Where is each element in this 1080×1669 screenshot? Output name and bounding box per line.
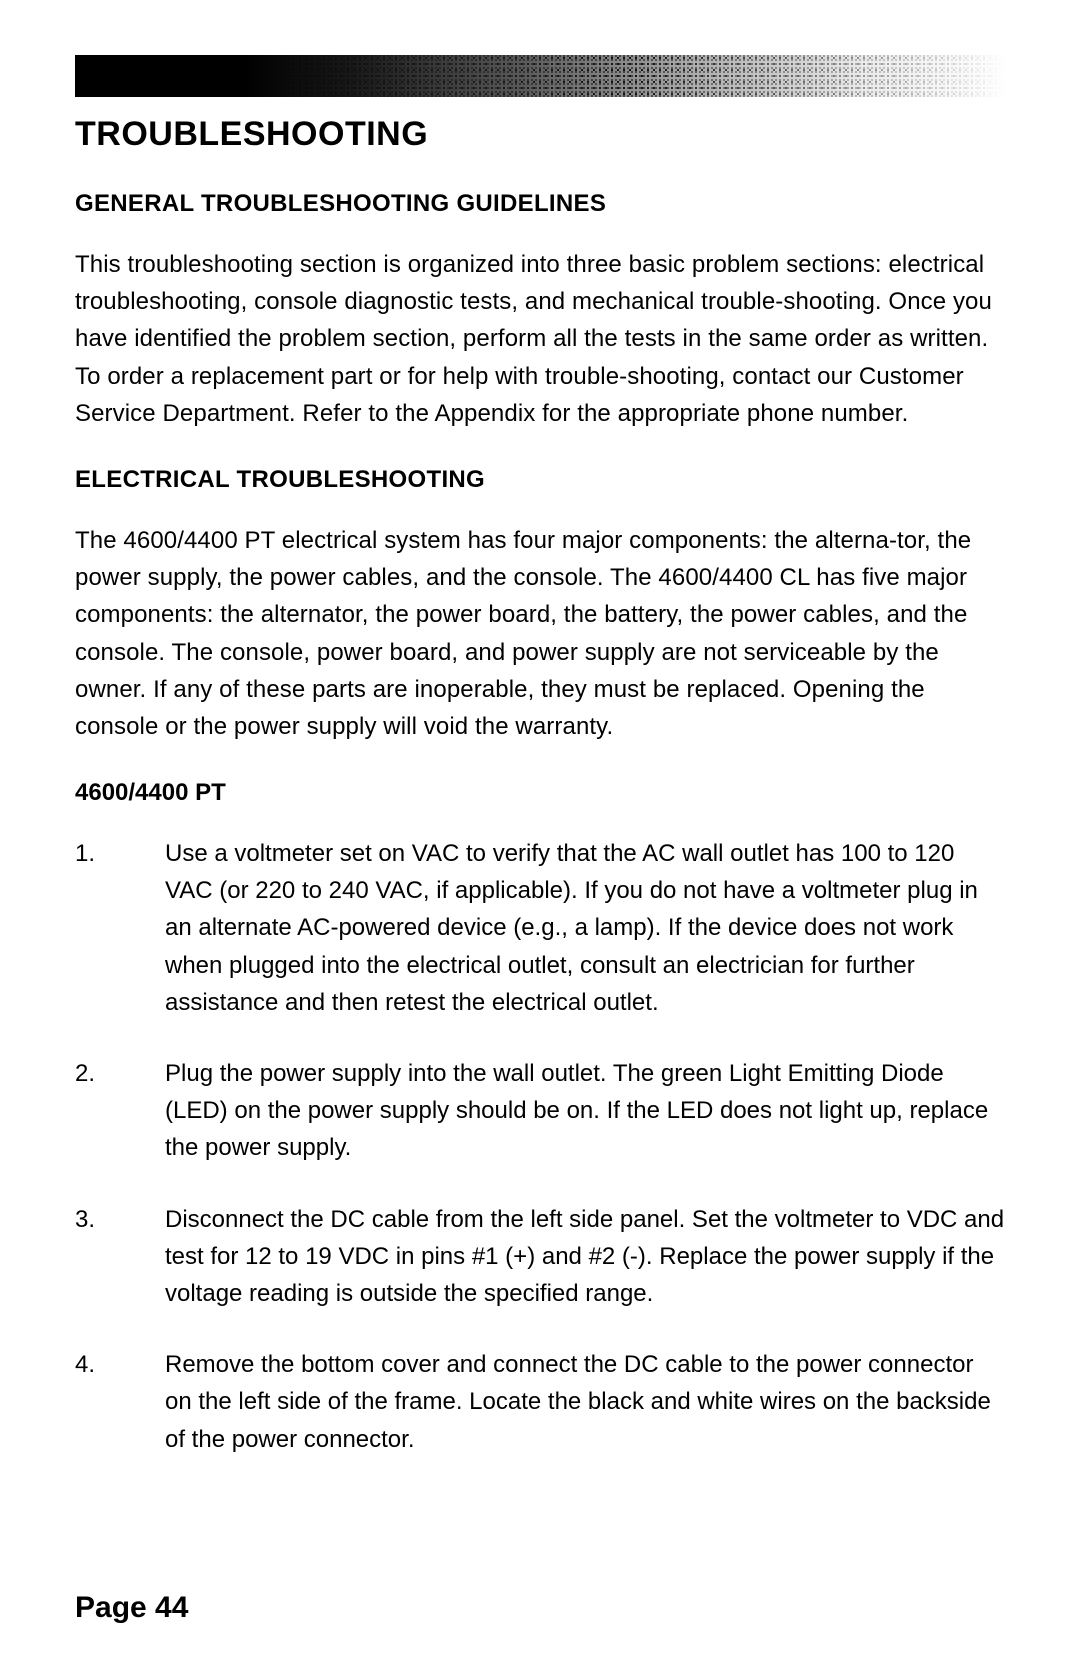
list-item: Plug the power supply into the wall outl… [75,1055,1005,1167]
decorative-noise-bar [75,55,1005,97]
section-heading-electrical: ELECTRICAL TROUBLESHOOTING [75,466,1005,494]
page-number: Page 44 [75,1591,188,1625]
section-body-general: This troubleshooting section is organize… [75,246,1005,432]
section-body-electrical: The 4600/4400 PT electrical system has f… [75,522,1005,745]
list-item: Use a voltmeter set on VAC to verify tha… [75,835,1005,1021]
page-title: TROUBLESHOOTING [75,115,1005,154]
section-heading-pt: 4600/4400 PT [75,779,1005,807]
step-list: Use a voltmeter set on VAC to verify tha… [75,835,1005,1458]
section-heading-general: GENERAL TROUBLESHOOTING GUIDELINES [75,190,1005,218]
list-item: Disconnect the DC cable from the left si… [75,1201,1005,1313]
list-item: Remove the bottom cover and connect the … [75,1346,1005,1458]
